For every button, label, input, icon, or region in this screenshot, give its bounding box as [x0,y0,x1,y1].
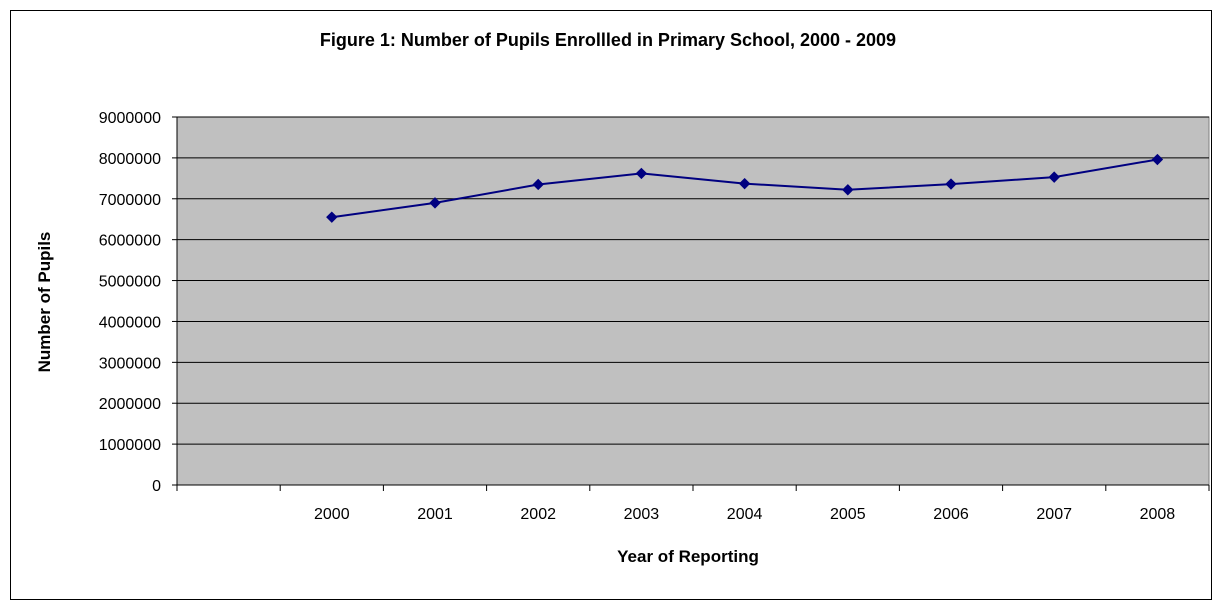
y-tick-label: 5000000 [99,274,161,291]
y-tick-label: 3000000 [99,355,161,372]
data-point-marker [429,197,441,209]
data-point-marker [326,211,338,223]
data-point-marker [532,178,544,191]
series-markers [326,153,1164,223]
y-tick-label: 7000000 [99,192,161,209]
data-point-marker [635,167,648,180]
y-tick-label: 2000000 [99,396,161,413]
y-axis-title: Number of Pupils [35,232,54,373]
x-axis-title: Year of Reporting [617,547,759,566]
x-tick-label: 2000 [314,506,350,523]
y-tick-label: 8000000 [99,151,161,168]
data-point-marker [1151,153,1164,166]
y-tick-label: 4000000 [99,314,161,331]
data-point-marker [842,184,854,196]
x-tick-label: 2008 [1140,506,1176,523]
x-tick-label: 2001 [417,506,453,523]
data-point-marker [1048,171,1060,183]
gridlines [177,116,1209,445]
x-tick-label: 2004 [727,506,763,523]
y-tick-label: 6000000 [99,233,161,250]
data-point-marker [945,178,957,190]
x-tick-label: 2006 [933,506,969,523]
chart-title: Figure 1: Number of Pupils Enrollled in … [320,30,896,50]
x-tick-labels: 2000 2001 2002 2003 2004 2005 2006 2007 2008 [314,506,1175,523]
x-tick-label: 2005 [830,506,866,523]
y-tick-label: 0 [152,478,161,495]
y-tick-label: 1000000 [99,437,161,454]
x-tick-label: 2003 [624,506,660,523]
y-tick-label: 9000000 [99,110,161,127]
x-tick-label: 2002 [520,506,556,523]
axes [172,116,1210,491]
x-tick-label: 2007 [1036,506,1072,523]
data-point-marker [738,177,751,190]
y-tick-labels: 0 1000000 2000000 3000000 4000000 5000000 6000… [99,110,161,495]
